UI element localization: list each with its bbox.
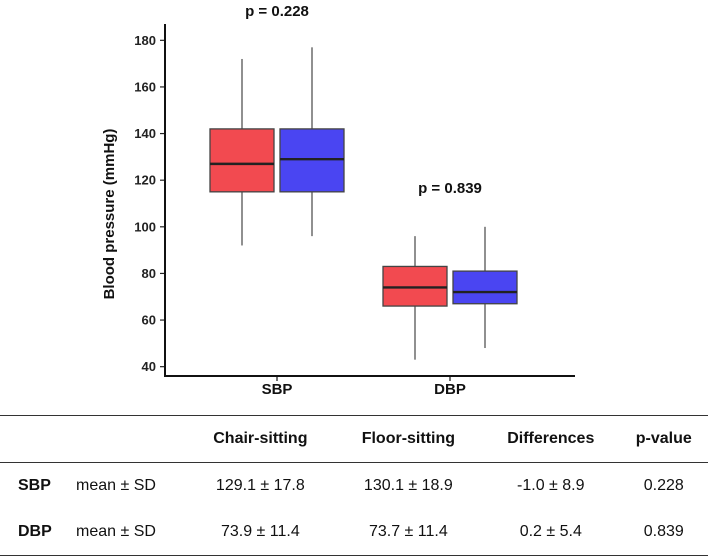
- cell-floor: 130.1 ± 18.9: [363, 477, 453, 494]
- row-label: DBP: [18, 523, 52, 540]
- header-floor-sitting: Floor-sitting: [361, 430, 456, 447]
- box-sbp-chair-sitting: [209, 58, 275, 246]
- box-dbp-chair-sitting: [382, 236, 448, 360]
- table-header-row: Chair-sitting Floor-sitting Differences …: [0, 415, 708, 463]
- x-tick-label: SBP: [262, 381, 293, 398]
- y-axis-ticks: 40 60 80 100 120 140 160 180: [134, 33, 165, 374]
- stats-table: Chair-sitting Floor-sitting Differences …: [0, 415, 708, 556]
- header-p-value: p-value: [635, 430, 692, 447]
- row-stat: mean ± SD: [76, 477, 156, 494]
- axes: [164, 24, 575, 377]
- header-chair-sitting: Chair-sitting: [213, 430, 308, 447]
- box-sbp-floor-sitting: [279, 47, 345, 237]
- cell-chair: 129.1 ± 17.8: [215, 477, 305, 494]
- box-dbp-floor-sitting: [452, 226, 518, 349]
- header-cell-blank-1: [0, 416, 76, 463]
- y-tick-label: 80: [142, 266, 156, 281]
- header-differences: Differences: [507, 430, 595, 447]
- y-tick-label: 40: [142, 359, 156, 374]
- table-row-dbp: DBP mean ± SD 73.9 ± 11.4 73.7 ± 11.4 0.…: [0, 509, 708, 556]
- y-tick-label: 100: [134, 219, 156, 234]
- y-tick-label: 160: [134, 79, 156, 94]
- cell-p: 0.839: [643, 523, 684, 540]
- cell-chair: 73.9 ± 11.4: [220, 523, 300, 540]
- x-axis-labels: SBP DBP: [262, 376, 466, 398]
- y-tick-label: 140: [134, 126, 156, 141]
- table-row-sbp: SBP mean ± SD 129.1 ± 17.8 130.1 ± 18.9 …: [0, 463, 708, 510]
- x-tick-label: DBP: [434, 381, 466, 398]
- boxplot-chart: Blood pressure (mmHg) 40 60 80 100 120 140 160…: [101, 3, 575, 398]
- cell-floor: 73.7 ± 11.4: [368, 523, 448, 540]
- y-axis-label: Blood pressure (mmHg): [101, 129, 118, 300]
- p-value-label: p = 0.228: [245, 3, 309, 20]
- p-value-label: p = 0.839: [418, 180, 482, 197]
- row-label: SBP: [18, 477, 51, 494]
- p-value-annotations: p = 0.228 p = 0.839: [245, 3, 482, 197]
- y-tick-label: 60: [142, 313, 156, 328]
- header-cell-blank-2: [76, 416, 186, 463]
- y-axis-title: Blood pressure (mmHg): [101, 129, 118, 300]
- y-tick-label: 120: [134, 173, 156, 188]
- cell-diff: -1.0 ± 8.9: [517, 477, 585, 494]
- box-iqr: [452, 270, 518, 305]
- row-stat: mean ± SD: [76, 523, 156, 540]
- cell-diff: 0.2 ± 5.4: [519, 523, 582, 540]
- y-tick-label: 180: [134, 33, 156, 48]
- cell-p: 0.228: [643, 477, 684, 494]
- box-iqr: [209, 128, 275, 193]
- boxes: [209, 47, 518, 360]
